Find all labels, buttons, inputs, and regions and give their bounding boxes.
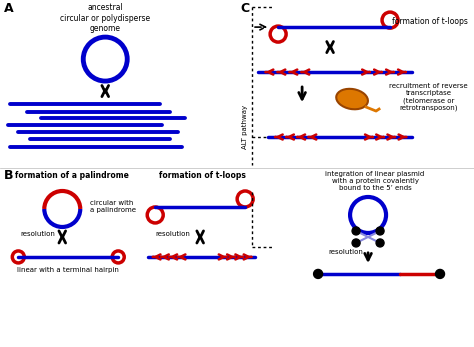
Text: circular with
a palindrome: circular with a palindrome xyxy=(90,201,136,213)
Text: resolution: resolution xyxy=(155,231,190,237)
Circle shape xyxy=(436,269,445,278)
Circle shape xyxy=(376,239,384,247)
Ellipse shape xyxy=(336,89,368,109)
Circle shape xyxy=(352,239,360,247)
Text: ancestral
circular or polydisperse
genome: ancestral circular or polydisperse genom… xyxy=(60,3,150,33)
Text: B: B xyxy=(4,169,14,182)
Text: ALT pathway: ALT pathway xyxy=(242,105,248,149)
Text: formation of t-loops: formation of t-loops xyxy=(392,17,468,26)
Text: resolution: resolution xyxy=(20,231,55,237)
Circle shape xyxy=(352,227,360,235)
Text: integration of linear plasmid
with a protein covalently
bound to the 5’ ends: integration of linear plasmid with a pro… xyxy=(326,171,425,191)
Circle shape xyxy=(376,227,384,235)
Text: linear with a terminal hairpin: linear with a terminal hairpin xyxy=(18,267,119,273)
Text: formation of a palindrome: formation of a palindrome xyxy=(15,171,129,180)
Text: A: A xyxy=(4,2,14,15)
Text: resolution: resolution xyxy=(328,249,363,255)
Text: recruitment of reverse
transcriptase
(telomerase or
retrotransposon): recruitment of reverse transcriptase (te… xyxy=(389,83,468,111)
Text: C: C xyxy=(240,2,249,15)
Text: formation of t-loops: formation of t-loops xyxy=(159,171,246,180)
Circle shape xyxy=(314,269,323,278)
